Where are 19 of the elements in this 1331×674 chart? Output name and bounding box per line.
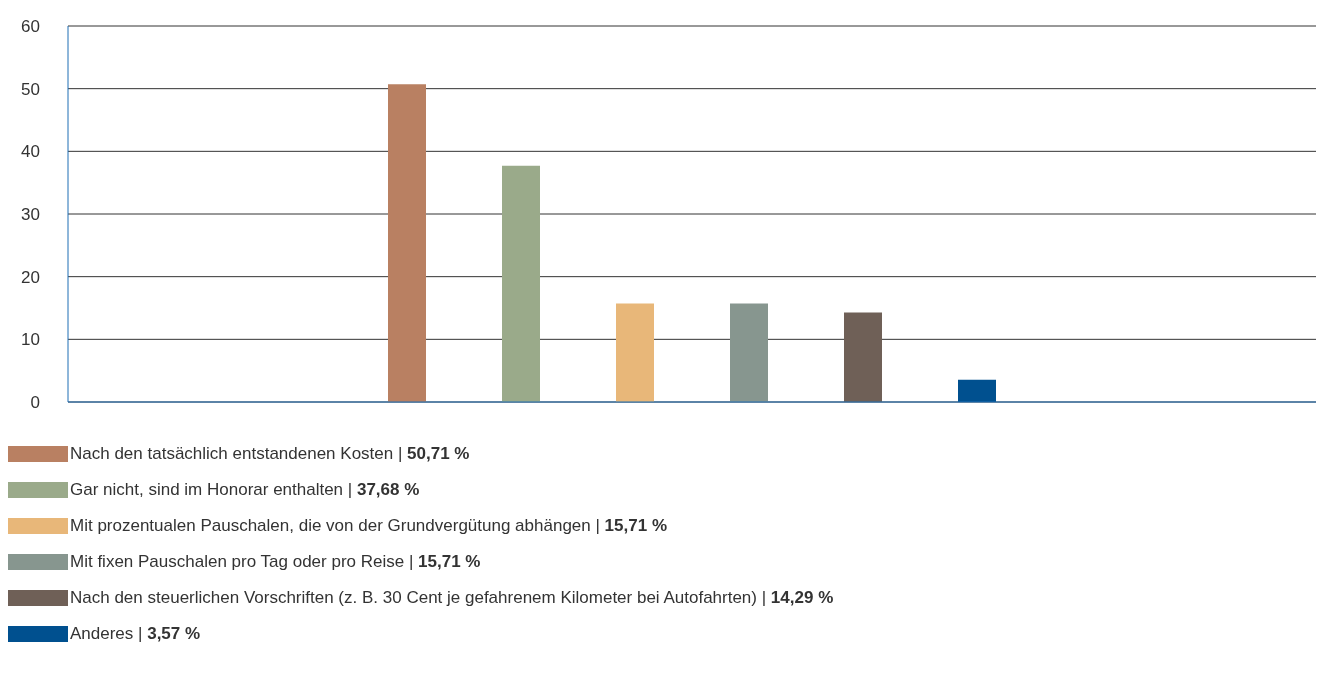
legend-label: Gar nicht, sind im Honorar enthalten | 37,68 % [70,480,420,500]
y-tick-label: 60 [21,17,40,37]
bar [616,303,654,402]
y-tick-label: 30 [21,205,40,225]
legend-label: Mit fixen Pauschalen pro Tag oder pro Reise | 15,71 % [70,552,481,572]
bar [730,303,768,402]
legend-label: Nach den steuerlichen Vorschriften (z. B. 30 Cent je gefahrenem Kilometer bei Autofahrten) | 14,29 % [70,588,834,608]
y-tick-label: 0 [30,393,40,413]
y-tick-label: 20 [21,267,40,287]
y-tick-label: 50 [21,79,40,99]
bar [958,379,996,402]
y-tick-label: 40 [21,142,40,162]
bar [388,84,426,402]
bar [844,312,882,402]
legend-label: Anderes | 3,57 % [70,624,201,644]
y-tick-label: 10 [21,330,40,350]
legend-label: Mit prozentualen Pauschalen, die von der Grundvergütung abhängen | 15,71 % [70,516,667,536]
bar [502,165,540,402]
legend-label: Nach den tatsächlich entstandenen Kosten | 50,71 % [70,444,470,464]
